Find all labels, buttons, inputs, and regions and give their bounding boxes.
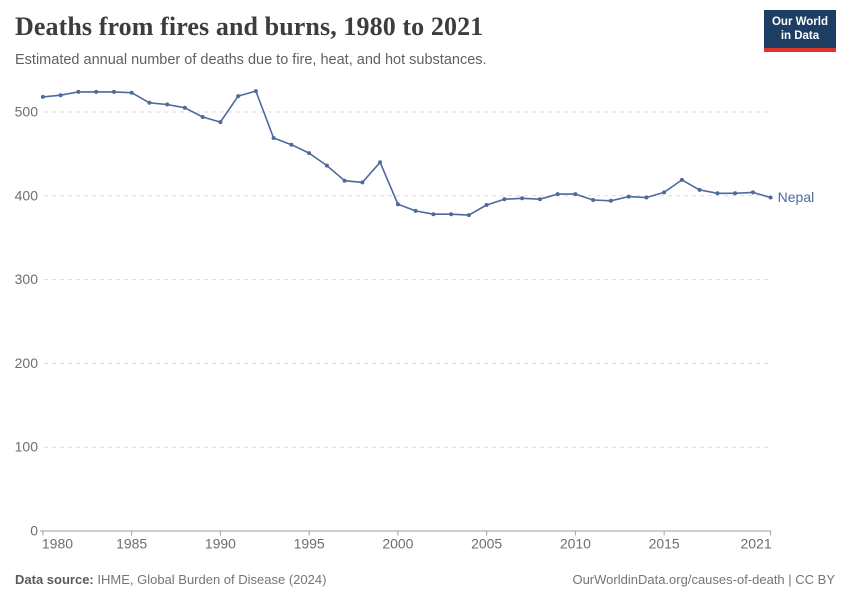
data-point-2009[interactable] <box>555 192 560 197</box>
data-point-2001[interactable] <box>413 208 418 213</box>
x-axis-tick-label: 2021 <box>740 536 771 552</box>
data-point-2002[interactable] <box>431 212 436 217</box>
chart-footer: Data source: IHME, Global Burden of Dise… <box>15 572 835 587</box>
data-point-1995[interactable] <box>307 151 312 156</box>
line-chart-canvas[interactable]: 0 100 200 300 400 500 1980 1985 1990 1995 2000 2005… <box>0 85 850 555</box>
y-axis-tick-label: 400 <box>15 187 39 203</box>
owid-logo-line2: in Data <box>780 29 820 42</box>
data-point-1994[interactable] <box>289 142 294 147</box>
data-point-2006[interactable] <box>502 197 507 202</box>
data-point-1986[interactable] <box>147 100 152 105</box>
x-axis-tick-label: 1990 <box>205 536 236 552</box>
data-point-2018[interactable] <box>715 191 720 196</box>
x-axis-tick-label: 1995 <box>294 536 325 552</box>
data-point-1989[interactable] <box>200 115 205 119</box>
y-axis-tick-label: 0 <box>30 523 38 539</box>
data-point-2003[interactable] <box>449 212 454 217</box>
data-point-1982[interactable] <box>76 89 81 94</box>
data-point-1983[interactable] <box>94 89 99 94</box>
data-point-2017[interactable] <box>697 187 702 192</box>
data-point-2016[interactable] <box>679 177 684 182</box>
owid-logo-line1: Our World <box>771 16 828 28</box>
y-axis-tick-label: 300 <box>15 271 39 287</box>
data-point-2021[interactable] <box>768 195 773 200</box>
data-point-1999[interactable] <box>378 160 383 165</box>
owid-logo[interactable]: Our World in Data <box>763 10 836 52</box>
data-point-1984[interactable] <box>111 89 116 94</box>
data-point-2000[interactable] <box>395 202 400 207</box>
data-point-2013[interactable] <box>626 194 631 199</box>
x-axis-tick-label: 2000 <box>382 536 413 552</box>
data-point-1991[interactable] <box>236 94 241 99</box>
y-axis-tick-label: 100 <box>15 439 39 455</box>
data-point-1993[interactable] <box>271 136 276 140</box>
data-point-1981[interactable] <box>58 93 63 98</box>
data-point-2012[interactable] <box>608 198 613 203</box>
data-source-note: Data source: IHME, Global Burden of Dise… <box>15 572 326 587</box>
data-point-2014[interactable] <box>644 195 649 200</box>
data-point-2020[interactable] <box>750 190 755 195</box>
data-point-1990[interactable] <box>218 120 223 125</box>
x-axis-tick-label: 2005 <box>471 536 502 552</box>
data-point-1998[interactable] <box>360 180 365 185</box>
data-point-2015[interactable] <box>662 190 667 195</box>
data-source-text: IHME, Global Burden of Disease (2024) <box>93 572 327 587</box>
data-point-2004[interactable] <box>466 213 471 218</box>
footer-link[interactable]: OurWorldinData.org/causes-of-death | CC … <box>572 572 835 587</box>
nepal-line-series[interactable] <box>42 90 772 216</box>
data-point-1996[interactable] <box>324 163 329 168</box>
data-point-2019[interactable] <box>733 191 738 196</box>
y-axis-tick-label: 500 <box>15 104 39 120</box>
y-axis-tick-label: 200 <box>15 355 39 371</box>
x-axis-tick-label: 2015 <box>649 536 680 552</box>
page-title: Deaths from fires and burns, 1980 to 202… <box>15 12 484 41</box>
x-axis-tick-label: 1980 <box>42 536 73 552</box>
data-point-1987[interactable] <box>165 102 170 107</box>
data-point-1992[interactable] <box>253 89 258 94</box>
data-point-2008[interactable] <box>537 197 542 202</box>
data-point-1988[interactable] <box>182 105 187 110</box>
series-label-nepal[interactable]: Nepal <box>778 189 815 205</box>
data-point-1985[interactable] <box>129 90 134 95</box>
data-point-2007[interactable] <box>520 196 525 201</box>
data-point-1997[interactable] <box>342 178 347 183</box>
page-subtitle: Estimated annual number of deaths due to… <box>15 52 487 68</box>
data-point-2010[interactable] <box>573 192 578 197</box>
data-point-1980[interactable] <box>40 94 45 99</box>
x-axis-tick-label: 1985 <box>116 536 147 552</box>
line-chart[interactable]: 0 100 200 300 400 500 1980 1985 1990 1995 2000 2005… <box>0 85 850 555</box>
x-axis-tick-label: 2010 <box>560 536 591 552</box>
data-point-2005[interactable] <box>484 203 489 207</box>
data-point-2011[interactable] <box>591 198 596 202</box>
data-source-label: Data source: <box>15 572 94 587</box>
